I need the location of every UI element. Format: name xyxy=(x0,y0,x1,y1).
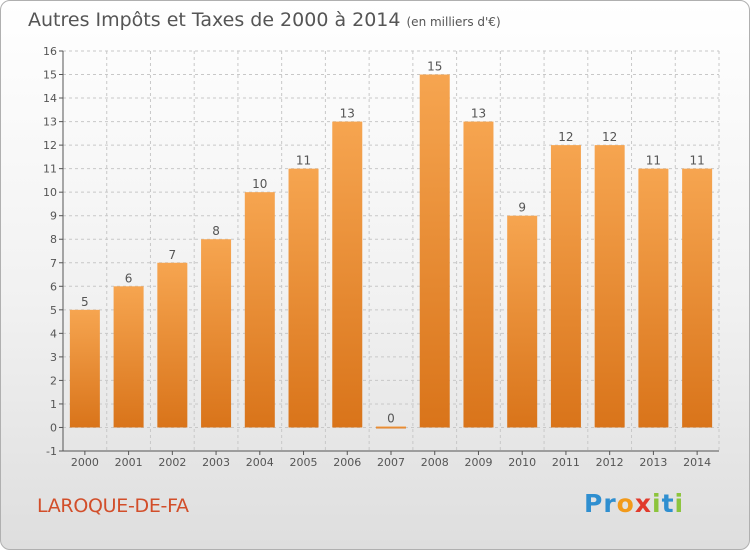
bar xyxy=(682,168,713,428)
x-tick-label: 2002 xyxy=(158,456,186,469)
y-tick-label: 13 xyxy=(43,116,57,129)
data-label: 9 xyxy=(518,201,526,215)
x-tick-label: 2001 xyxy=(115,456,143,469)
chart-subtitle: (en milliers d'€) xyxy=(406,15,501,29)
data-label: 13 xyxy=(340,107,355,121)
bar xyxy=(419,74,450,428)
y-tick-label: 9 xyxy=(50,210,57,223)
data-label: 7 xyxy=(169,248,177,262)
bar xyxy=(332,121,363,428)
data-label: 0 xyxy=(387,411,395,425)
bar xyxy=(638,168,669,428)
y-tick-label: 12 xyxy=(43,139,57,152)
bars xyxy=(69,74,713,429)
y-tick-label: 8 xyxy=(50,233,57,246)
x-tick-label: 2009 xyxy=(464,456,492,469)
x-tick-label: 2011 xyxy=(552,456,580,469)
logo-letter: x xyxy=(634,489,652,518)
x-tick-label: 2006 xyxy=(333,456,361,469)
x-tick-label: 2008 xyxy=(421,456,449,469)
logo-letter: i xyxy=(652,489,662,518)
logo-letter: i xyxy=(674,489,685,518)
bar xyxy=(463,121,494,428)
x-tick-label: 2007 xyxy=(377,456,405,469)
data-label: 12 xyxy=(558,130,573,144)
data-label: 11 xyxy=(296,154,311,168)
bar xyxy=(69,309,100,428)
bar xyxy=(507,215,538,428)
proxiti-logo: Proxiti xyxy=(584,489,684,518)
data-label: 8 xyxy=(212,224,220,238)
x-tick-label: 2014 xyxy=(683,456,711,469)
x-tick-label: 2012 xyxy=(596,456,624,469)
chart-title: Autres Impôts et Taxes de 2000 à 2014 (en… xyxy=(28,9,501,31)
bar xyxy=(201,239,232,428)
logo-letter: P xyxy=(584,489,604,518)
x-tick-label: 2003 xyxy=(202,456,230,469)
bar xyxy=(113,286,144,428)
logo-letter: o xyxy=(616,489,635,518)
data-label: 5 xyxy=(81,295,89,309)
labels: -101234567891011121314151652000620017200… xyxy=(43,45,711,469)
logo-letter: r xyxy=(603,489,617,518)
data-label: 12 xyxy=(602,130,617,144)
data-label: 10 xyxy=(252,177,267,191)
y-tick-label: -1 xyxy=(46,445,57,458)
logo-letter: t xyxy=(661,489,675,518)
y-tick-label: 5 xyxy=(50,304,57,317)
y-tick-label: 14 xyxy=(43,92,57,105)
x-tick-label: 2005 xyxy=(290,456,318,469)
commune-name: LAROQUE-DE-FA xyxy=(37,495,189,517)
bar xyxy=(244,192,275,428)
data-label: 13 xyxy=(471,107,486,121)
bar xyxy=(376,426,406,429)
data-label: 6 xyxy=(125,271,133,285)
bar xyxy=(550,145,581,428)
y-tick-label: 0 xyxy=(50,421,57,434)
y-tick-label: 3 xyxy=(50,351,57,364)
bar xyxy=(288,168,319,428)
chart-title-text: Autres Impôts et Taxes de 2000 à 2014 xyxy=(28,9,401,31)
y-tick-label: 2 xyxy=(50,374,57,387)
y-tick-label: 7 xyxy=(50,257,57,270)
x-tick-label: 2013 xyxy=(639,456,667,469)
x-tick-label: 2010 xyxy=(508,456,536,469)
y-tick-label: 16 xyxy=(43,45,57,58)
data-label: 11 xyxy=(646,154,661,168)
y-tick-label: 15 xyxy=(43,69,57,82)
x-tick-label: 2000 xyxy=(71,456,99,469)
y-tick-label: 11 xyxy=(43,163,57,176)
data-label: 11 xyxy=(689,154,704,168)
y-tick-label: 10 xyxy=(43,186,57,199)
data-label: 15 xyxy=(427,60,442,74)
y-tick-label: 4 xyxy=(50,327,57,340)
y-tick-label: 1 xyxy=(50,398,57,411)
bar xyxy=(594,145,625,428)
axes xyxy=(59,50,719,455)
bar xyxy=(157,262,188,428)
x-tick-label: 2004 xyxy=(246,456,274,469)
y-tick-label: 6 xyxy=(50,280,57,293)
